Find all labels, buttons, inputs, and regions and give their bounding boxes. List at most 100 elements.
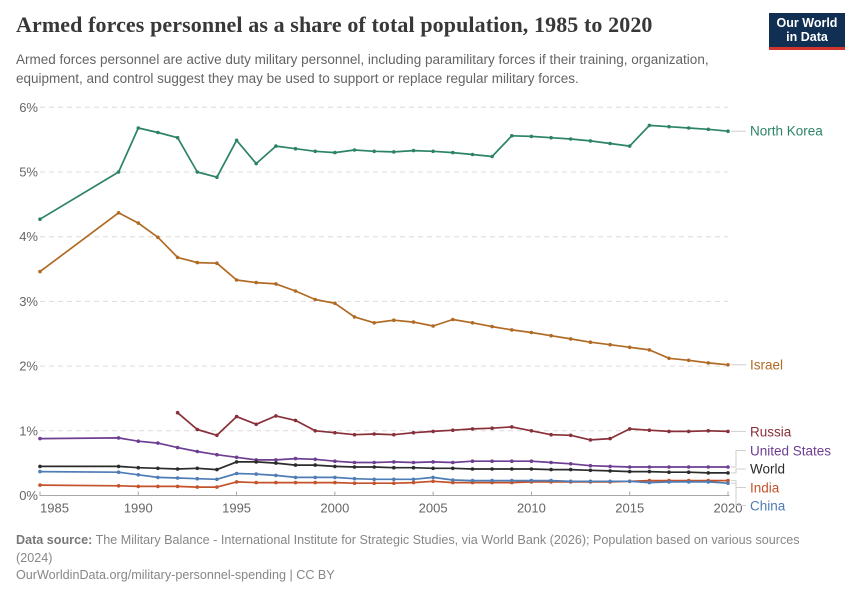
data-point-united-states-2020[interactable] [726,465,730,469]
data-point-israel-2013[interactable] [588,340,593,345]
data-point-north-korea-2010[interactable] [529,134,534,139]
data-point-india-1996[interactable] [254,480,258,485]
data-point-china-1994[interactable] [215,477,219,482]
data-point-north-korea-2020[interactable] [726,129,730,133]
data-point-united-states-1990[interactable] [136,439,141,444]
data-point-china-2012[interactable] [568,479,573,484]
data-point-united-states-1993[interactable] [195,449,200,454]
data-point-israel-2001[interactable] [352,315,357,319]
data-point-world-2004[interactable] [411,465,416,470]
data-point-world-2002[interactable] [372,465,377,469]
data-point-china-2004[interactable] [411,477,416,482]
data-point-north-korea-1991[interactable] [156,130,160,135]
data-point-north-korea-1994[interactable] [215,175,219,179]
data-point-united-states-1999[interactable] [313,457,318,462]
data-point-russia-2006[interactable] [451,428,455,433]
data-point-russia-2001[interactable] [352,432,357,437]
data-point-world-1997[interactable] [274,461,278,465]
series-label-united-states[interactable]: United States [750,443,832,458]
data-point-russia-2002[interactable] [372,432,377,436]
data-point-israel-1989[interactable] [116,211,121,215]
data-point-north-korea-1985[interactable] [38,217,42,221]
data-point-india-1992[interactable] [175,484,180,489]
data-point-india-2000[interactable] [333,480,337,485]
data-point-russia-2019[interactable] [706,429,711,433]
data-point-india-1999[interactable] [313,480,318,485]
data-point-world-1992[interactable] [175,467,180,471]
data-point-united-states-2015[interactable] [627,465,632,469]
data-point-china-2014[interactable] [608,479,612,484]
data-point-world-2014[interactable] [608,469,612,473]
data-point-russia-2017[interactable] [667,429,671,434]
data-point-united-states-1985[interactable] [38,436,42,441]
data-point-israel-1995[interactable] [234,278,239,282]
data-point-israel-2007[interactable] [470,321,475,325]
data-point-north-korea-1995[interactable] [234,138,239,143]
data-point-world-2005[interactable] [431,466,435,471]
data-point-israel-2017[interactable] [667,356,671,361]
data-point-north-korea-2013[interactable] [588,139,593,143]
data-point-china-2013[interactable] [588,479,593,484]
data-point-world-2006[interactable] [451,466,455,471]
data-point-russia-2007[interactable] [470,427,475,431]
data-point-north-korea-1990[interactable] [136,126,141,130]
data-point-india-2002[interactable] [372,481,377,486]
data-point-russia-1996[interactable] [254,422,258,427]
data-point-israel-2002[interactable] [372,321,377,325]
data-point-china-2009[interactable] [510,478,514,483]
data-point-india-2006[interactable] [451,480,455,485]
data-point-israel-2012[interactable] [568,337,573,341]
data-point-russia-2008[interactable] [490,426,494,431]
data-point-india-1991[interactable] [156,484,160,489]
data-point-united-states-2017[interactable] [667,465,671,469]
data-point-israel-2008[interactable] [490,324,494,329]
data-point-russia-1999[interactable] [313,429,318,433]
data-point-russia-2020[interactable] [726,429,730,434]
data-point-india-1998[interactable] [293,480,298,485]
data-point-united-states-2001[interactable] [352,460,357,465]
data-point-china-2007[interactable] [470,478,475,483]
data-point-united-states-2003[interactable] [392,460,396,464]
data-point-russia-1997[interactable] [274,414,278,418]
series-line-china[interactable] [39,470,729,485]
data-point-israel-2000[interactable] [333,301,337,306]
data-point-world-2000[interactable] [333,464,337,469]
data-point-israel-2019[interactable] [706,361,711,365]
data-point-united-states-2013[interactable] [588,463,593,468]
data-point-world-2009[interactable] [510,467,514,471]
data-point-china-2015[interactable] [627,479,632,484]
data-point-world-2012[interactable] [568,467,573,472]
data-point-world-2017[interactable] [667,470,671,475]
data-point-north-korea-1999[interactable] [313,149,318,154]
data-point-israel-2020[interactable] [726,363,730,367]
data-point-india-2020[interactable] [726,478,730,483]
data-point-china-2020[interactable] [726,481,730,486]
data-point-world-2008[interactable] [490,467,494,471]
data-point-israel-1991[interactable] [156,235,160,240]
data-point-israel-2006[interactable] [451,317,455,322]
data-point-china-1997[interactable] [274,473,278,478]
data-point-china-2011[interactable] [549,478,553,483]
data-point-world-2015[interactable] [627,469,632,474]
series-label-china[interactable]: China [750,498,786,513]
data-point-united-states-2019[interactable] [706,465,711,469]
data-point-north-korea-1998[interactable] [293,146,298,151]
data-point-world-1999[interactable] [313,463,318,467]
data-point-world-2003[interactable] [392,465,396,470]
data-point-world-2007[interactable] [470,467,475,471]
data-point-china-1998[interactable] [293,475,298,480]
data-point-china-2017[interactable] [667,480,671,484]
data-point-north-korea-2003[interactable] [392,150,396,154]
data-point-united-states-2005[interactable] [431,460,435,464]
data-point-china-2002[interactable] [372,477,377,482]
data-point-north-korea-2017[interactable] [667,124,671,129]
data-point-united-states-1995[interactable] [234,455,239,460]
data-point-china-1992[interactable] [175,476,180,480]
data-point-north-korea-2019[interactable] [706,127,711,132]
data-point-china-2000[interactable] [333,475,337,480]
data-point-north-korea-2015[interactable] [627,144,632,148]
data-point-north-korea-2000[interactable] [333,150,337,155]
data-point-united-states-1991[interactable] [156,441,160,445]
data-point-world-1994[interactable] [215,467,219,472]
